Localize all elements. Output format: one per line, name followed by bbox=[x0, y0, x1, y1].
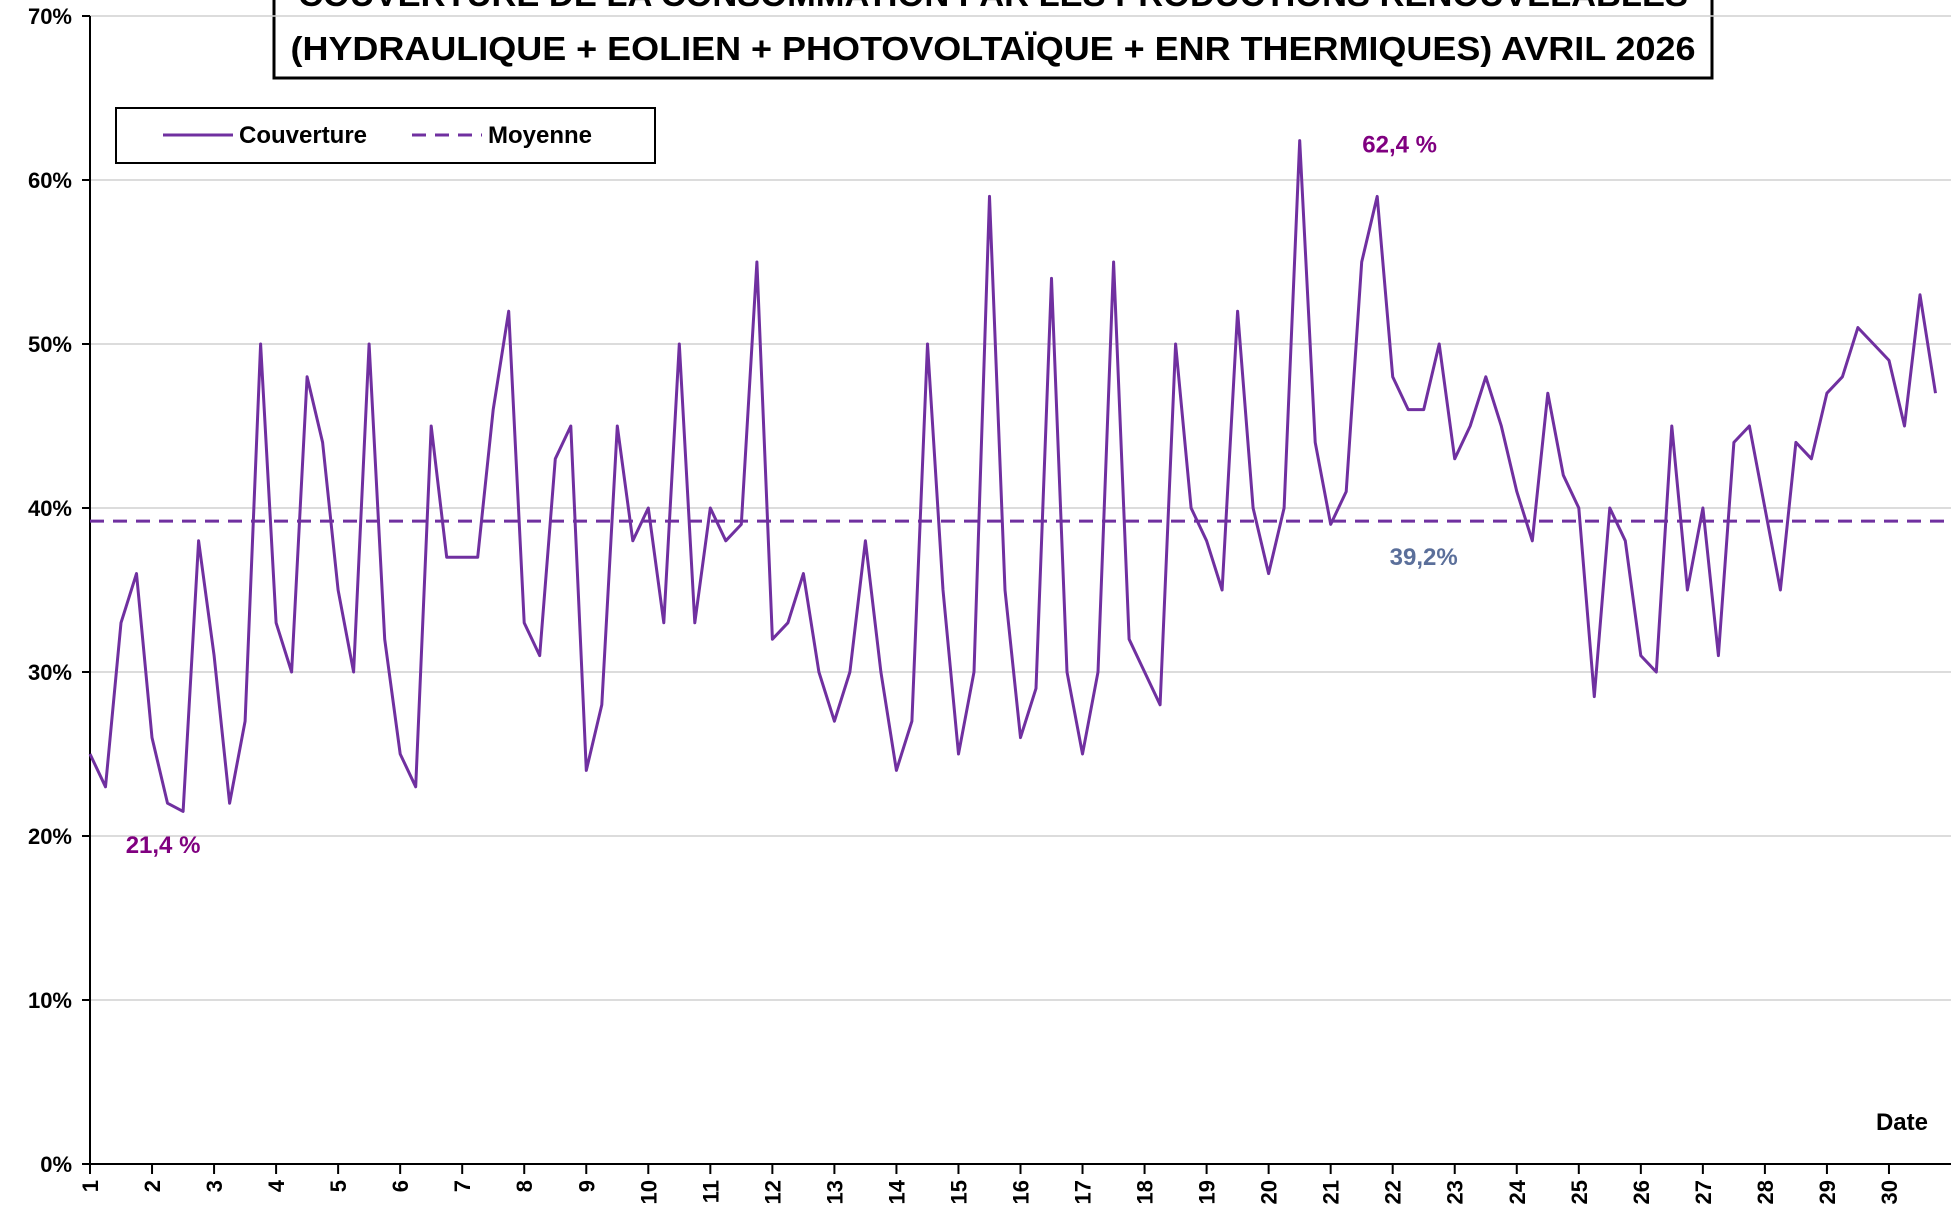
x-tick-label: 17 bbox=[1071, 1180, 1096, 1204]
y-tick-label: 20% bbox=[28, 824, 72, 849]
chart-subtitle: (HYDRAULIQUE + EOLIEN + PHOTOVOLTAÏQUE +… bbox=[291, 30, 1696, 67]
y-tick-label: 50% bbox=[28, 332, 72, 357]
series-line bbox=[88, 139, 1937, 813]
x-tick-label: 3 bbox=[202, 1180, 227, 1192]
y-tick-label: 0% bbox=[40, 1152, 72, 1177]
y-tick-label: 40% bbox=[28, 496, 72, 521]
y-tick-label: 70% bbox=[28, 4, 72, 29]
x-tick-label: 21 bbox=[1319, 1180, 1344, 1204]
y-tick-label: 60% bbox=[28, 168, 72, 193]
x-tick-label: 27 bbox=[1691, 1180, 1716, 1204]
x-tick-label: 16 bbox=[1009, 1180, 1034, 1204]
annotation: 21,4 % bbox=[126, 832, 201, 859]
x-tick-label: 28 bbox=[1753, 1180, 1778, 1204]
y-tick-label: 10% bbox=[28, 988, 72, 1013]
x-tick-label: 1 bbox=[78, 1180, 103, 1192]
title-box bbox=[272, 0, 1714, 80]
x-tick-label: 8 bbox=[512, 1180, 537, 1192]
mean-label: 39,2% bbox=[1390, 544, 1458, 571]
x-tick-label: 20 bbox=[1257, 1180, 1282, 1204]
x-tick-label: 5 bbox=[326, 1180, 351, 1192]
y-tick-label: 30% bbox=[28, 660, 72, 685]
x-axis-label: Date bbox=[1876, 1109, 1928, 1136]
x-tick-label: 2 bbox=[140, 1180, 165, 1192]
x-tick-label: 18 bbox=[1133, 1180, 1158, 1204]
x-tick-label: 9 bbox=[574, 1180, 599, 1192]
x-tick-label: 19 bbox=[1195, 1180, 1220, 1204]
x-tick-label: 29 bbox=[1815, 1180, 1840, 1204]
x-tick-label: 14 bbox=[884, 1179, 909, 1204]
x-tick-label: 15 bbox=[946, 1180, 971, 1204]
x-tick-label: 23 bbox=[1443, 1180, 1468, 1204]
x-tick-label: 22 bbox=[1381, 1180, 1406, 1204]
x-tick-label: 7 bbox=[450, 1180, 475, 1192]
legend-label: Couverture bbox=[239, 122, 367, 149]
x-tick-label: 4 bbox=[264, 1179, 289, 1192]
chart-title: COUVERTURE DE LA CONSOMMATION PAR LES PR… bbox=[298, 0, 1688, 13]
x-tick-label: 13 bbox=[822, 1180, 847, 1204]
x-tick-label: 30 bbox=[1877, 1180, 1902, 1204]
x-tick-label: 6 bbox=[388, 1180, 413, 1192]
x-tick-label: 10 bbox=[636, 1180, 661, 1204]
x-tick-label: 26 bbox=[1629, 1180, 1654, 1204]
x-tick-label: 12 bbox=[760, 1180, 785, 1204]
x-tick-label: 11 bbox=[698, 1180, 723, 1203]
legend-label: Moyenne bbox=[488, 122, 592, 149]
annotation: 62,4 % bbox=[1362, 132, 1437, 159]
x-tick-label: 24 bbox=[1505, 1179, 1530, 1204]
x-tick-label: 25 bbox=[1567, 1180, 1592, 1204]
